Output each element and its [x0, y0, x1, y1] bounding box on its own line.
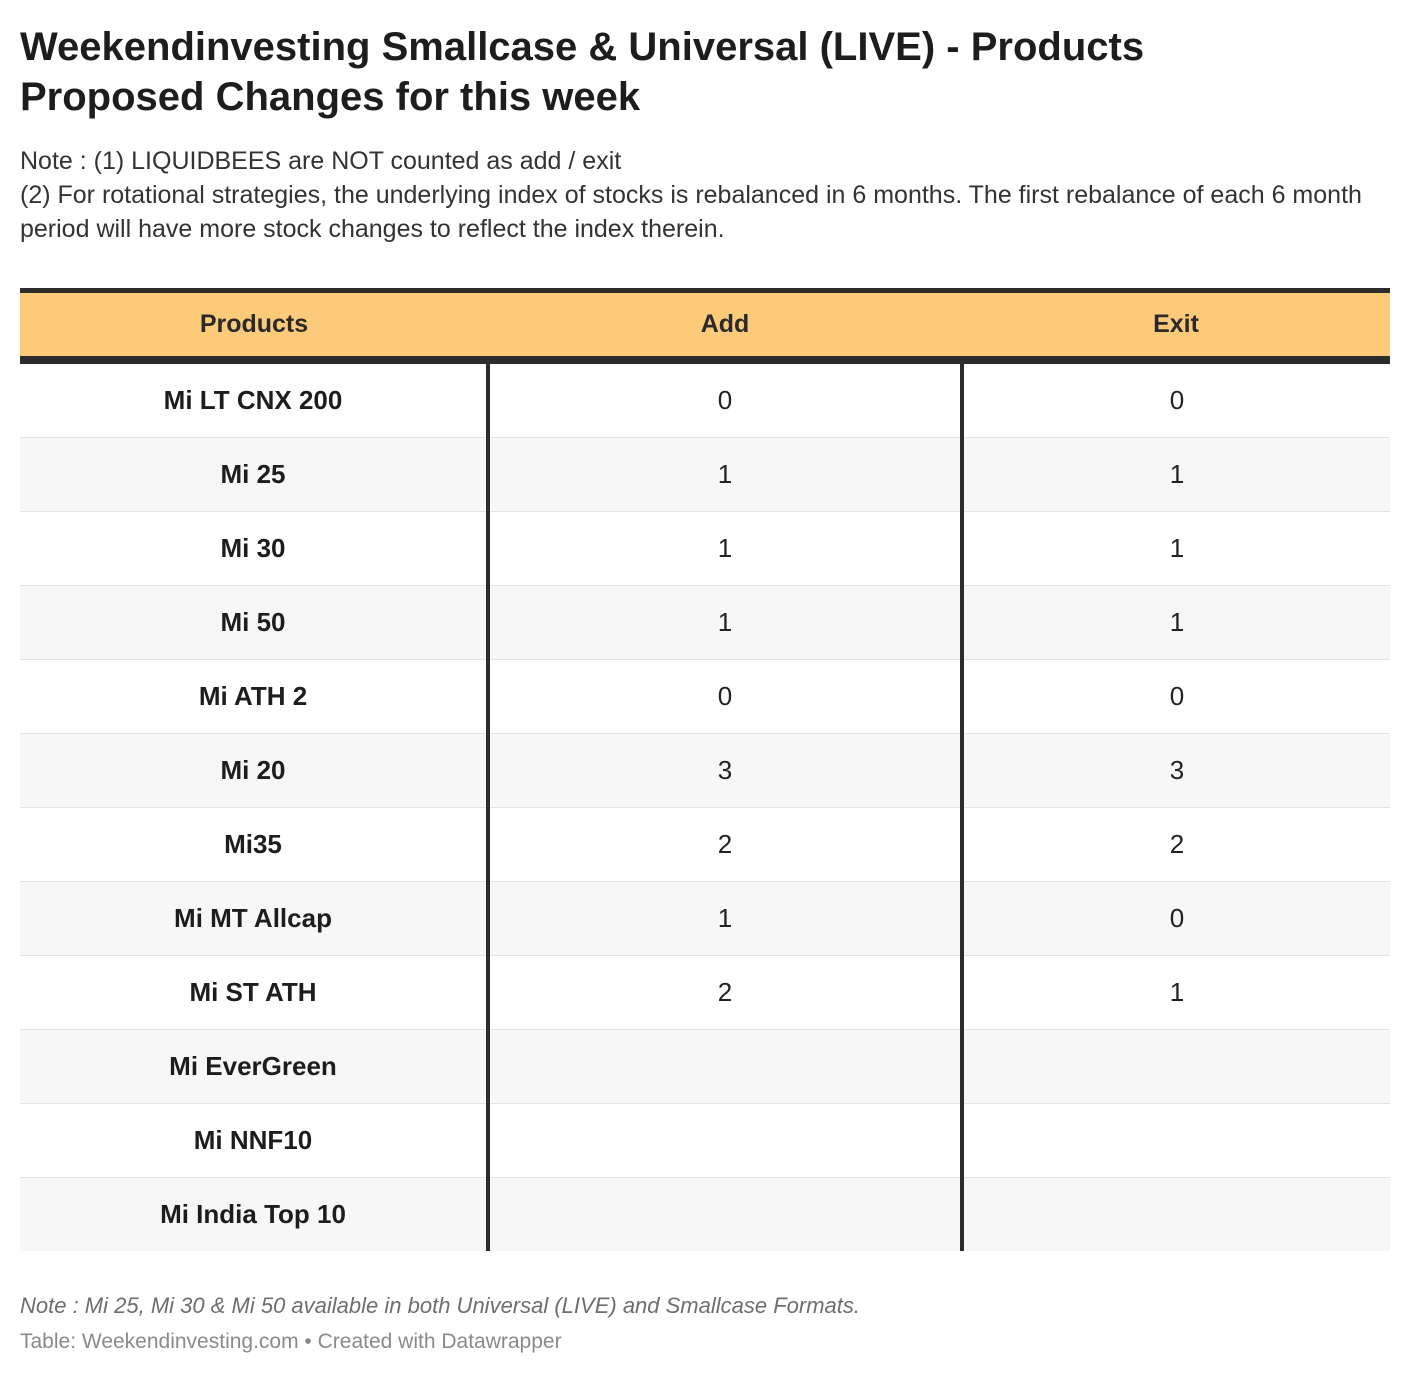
- cell-product: Mi ST ATH: [20, 955, 488, 1030]
- cell-add: [486, 1177, 962, 1251]
- column-header-add[interactable]: Add: [488, 288, 962, 364]
- table-row: Mi NNF10: [20, 1103, 1390, 1178]
- title-line-2: Proposed Changes for this week: [20, 75, 641, 119]
- cell-exit: 1: [960, 511, 1390, 586]
- cell-exit: [960, 1103, 1390, 1178]
- table-header: Products Add Exit: [20, 288, 1390, 364]
- cell-product: Mi NNF10: [20, 1103, 488, 1178]
- cell-product: Mi India Top 10: [20, 1177, 488, 1251]
- table-row: Mi LT CNX 200 0 0: [20, 360, 1390, 438]
- table-row: Mi MT Allcap 1 0: [20, 881, 1390, 956]
- header-row: Products Add Exit: [20, 288, 1390, 364]
- cell-exit: 1: [960, 955, 1390, 1030]
- data-table: Products Add Exit Mi LT CNX 200 0 0 Mi 25 1 1…: [20, 288, 1390, 1251]
- column-header-exit[interactable]: Exit: [962, 288, 1390, 364]
- cell-product: Mi ATH 2: [20, 659, 488, 734]
- table-row: Mi 30 1 1: [20, 511, 1390, 586]
- cell-exit: 1: [960, 585, 1390, 660]
- table-row: Mi ST ATH 2 1: [20, 955, 1390, 1030]
- table-row: Mi35 2 2: [20, 807, 1390, 882]
- table-row: Mi 50 1 1: [20, 585, 1390, 660]
- note-line-1: Note : (1) LIQUIDBEES are NOT counted as…: [20, 147, 622, 175]
- cell-add: 1: [486, 511, 962, 586]
- note-line-2: (2) For rotational strategies, the under…: [20, 181, 1362, 243]
- cell-product: Mi MT Allcap: [20, 881, 488, 956]
- cell-add: 1: [486, 585, 962, 660]
- cell-add: 2: [486, 955, 962, 1030]
- cell-product: Mi 20: [20, 733, 488, 808]
- cell-exit: 0: [960, 360, 1390, 438]
- cell-product: Mi EverGreen: [20, 1029, 488, 1104]
- table-row: Mi 25 1 1: [20, 437, 1390, 512]
- cell-add: 2: [486, 807, 962, 882]
- title-line-1: Weekendinvesting Smallcase & Universal (…: [20, 25, 1145, 69]
- cell-add: 1: [486, 881, 962, 956]
- cell-add: 3: [486, 733, 962, 808]
- cell-exit: [960, 1177, 1390, 1251]
- cell-add: [486, 1029, 962, 1104]
- cell-add: 0: [486, 659, 962, 734]
- cell-product: Mi 30: [20, 511, 488, 586]
- table-row: Mi India Top 10: [20, 1177, 1390, 1251]
- cell-product: Mi 25: [20, 437, 488, 512]
- cell-exit: [960, 1029, 1390, 1104]
- table-row: Mi 20 3 3: [20, 733, 1390, 808]
- table-row: Mi EverGreen: [20, 1029, 1390, 1104]
- cell-product: Mi 50: [20, 585, 488, 660]
- source-credit: Table: Weekendinvesting.com • Created wi…: [20, 1330, 562, 1353]
- data-table-wrapper: Products Add Exit Mi LT CNX 200 0 0 Mi 25 1 1…: [20, 288, 1390, 1251]
- cell-product: Mi LT CNX 200: [20, 360, 488, 438]
- chart-title: Weekendinvesting Smallcase & Universal (…: [20, 22, 1390, 122]
- chart-notes: Note : (1) LIQUIDBEES are NOT counted as…: [20, 144, 1390, 246]
- cell-product: Mi35: [20, 807, 488, 882]
- cell-exit: 2: [960, 807, 1390, 882]
- cell-exit: 3: [960, 733, 1390, 808]
- table-body: Mi LT CNX 200 0 0 Mi 25 1 1 Mi 30 1 1 Mi 50 1 1 Mi A…: [20, 360, 1390, 1251]
- footer-note: Note : Mi 25, Mi 30 & Mi 50 available in…: [20, 1293, 861, 1318]
- cell-exit: 1: [960, 437, 1390, 512]
- cell-add: [486, 1103, 962, 1178]
- cell-exit: 0: [960, 881, 1390, 956]
- cell-add: 0: [486, 360, 962, 438]
- column-header-products[interactable]: Products: [20, 288, 488, 364]
- cell-add: 1: [486, 437, 962, 512]
- cell-exit: 0: [960, 659, 1390, 734]
